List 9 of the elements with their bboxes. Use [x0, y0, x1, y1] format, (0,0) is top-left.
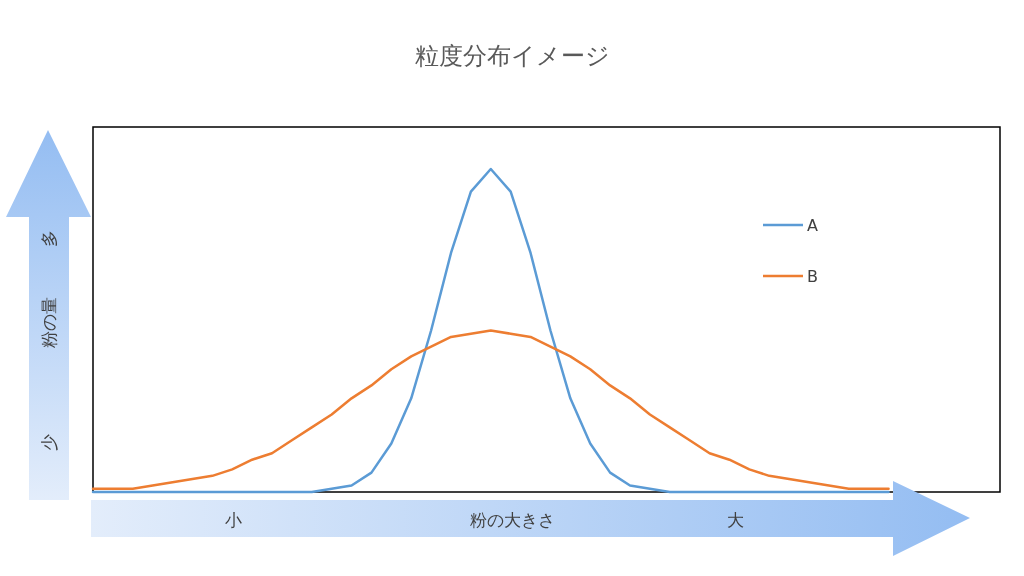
- legend-label: A: [807, 216, 818, 235]
- text: 大: [726, 510, 744, 530]
- text: 小: [224, 510, 242, 530]
- x-axis-title: 粉の大きさ: [469, 510, 555, 530]
- text: 多: [39, 229, 59, 247]
- y-axis-title: 粉の量: [39, 296, 59, 348]
- legend-label: B: [807, 267, 818, 286]
- text: 少: [39, 433, 59, 451]
- chart-title: 粒度分布イメージ: [414, 42, 610, 70]
